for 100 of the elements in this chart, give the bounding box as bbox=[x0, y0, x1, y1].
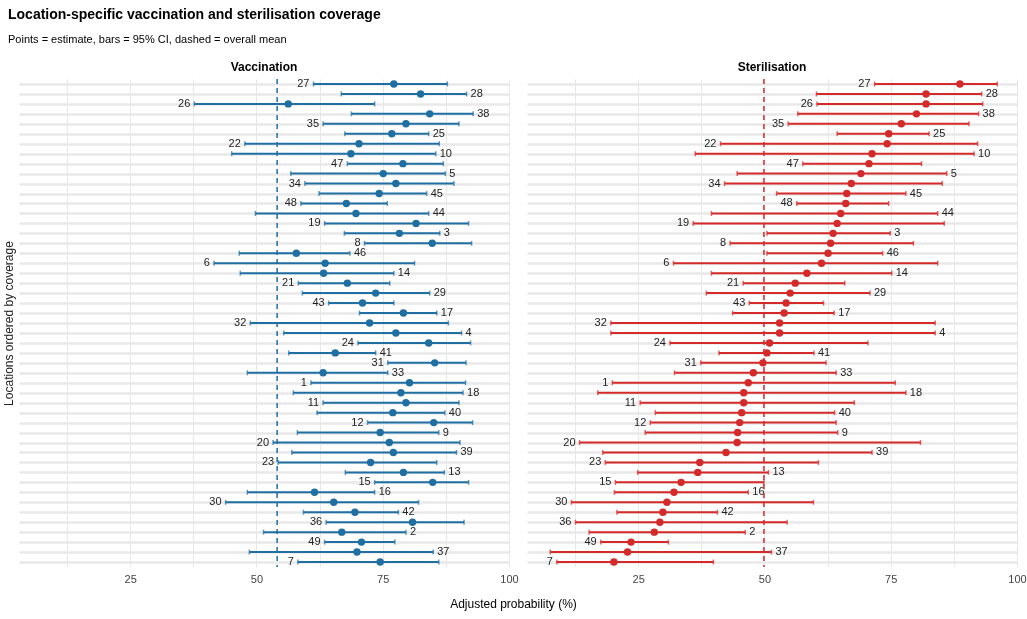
point bbox=[365, 319, 374, 327]
point bbox=[884, 130, 893, 138]
point bbox=[375, 189, 383, 198]
category-label: 14 bbox=[895, 266, 908, 279]
point bbox=[670, 488, 678, 497]
point bbox=[399, 309, 408, 317]
category-label: 31 bbox=[371, 355, 384, 368]
category-label: 38 bbox=[982, 106, 995, 119]
point bbox=[763, 349, 771, 357]
category-label: 35 bbox=[771, 116, 785, 129]
point bbox=[922, 100, 930, 108]
category-label: 28 bbox=[470, 86, 483, 99]
category-label: 15 bbox=[599, 475, 612, 488]
category-label: 11 bbox=[307, 395, 320, 408]
point bbox=[744, 379, 752, 387]
point bbox=[392, 329, 400, 337]
category-label: 42 bbox=[721, 505, 734, 518]
x-tick-label: 75 bbox=[885, 572, 898, 585]
category-label: 31 bbox=[684, 355, 697, 368]
point bbox=[733, 428, 742, 437]
point bbox=[379, 169, 387, 178]
category-label: 4 bbox=[939, 325, 946, 338]
category-label: 20 bbox=[256, 435, 270, 448]
category-label: 2 bbox=[749, 525, 756, 538]
point bbox=[431, 359, 439, 367]
point bbox=[355, 140, 363, 148]
x-tick-label: 100 bbox=[1008, 572, 1027, 585]
point bbox=[399, 159, 407, 168]
category-label: 8 bbox=[719, 236, 727, 249]
category-label: 45 bbox=[430, 186, 443, 199]
chart-title: Location-specific vaccination and sterilisation coverage bbox=[8, 6, 381, 22]
text: Sterilisation bbox=[737, 59, 807, 74]
point bbox=[733, 438, 741, 447]
category-label: 15 bbox=[358, 475, 371, 488]
category-label: 22 bbox=[228, 136, 241, 149]
point bbox=[826, 239, 835, 248]
category-label: 6 bbox=[663, 256, 670, 269]
category-label: 21 bbox=[726, 276, 740, 289]
category-label: 39 bbox=[876, 445, 889, 458]
point bbox=[696, 458, 704, 467]
point bbox=[694, 468, 702, 477]
category-label: 27 bbox=[858, 76, 871, 89]
category-label: 41 bbox=[379, 345, 392, 358]
category-label: 14 bbox=[397, 266, 411, 279]
point bbox=[399, 468, 408, 477]
point bbox=[883, 140, 891, 148]
category-label: 16 bbox=[752, 485, 765, 498]
category-label: 10 bbox=[439, 146, 452, 159]
point bbox=[824, 249, 832, 257]
point bbox=[912, 110, 921, 118]
category-label: 17 bbox=[838, 306, 851, 319]
category-label: 1 bbox=[602, 375, 609, 388]
point bbox=[330, 498, 338, 506]
text: Vaccination bbox=[230, 59, 298, 74]
category-label: 33 bbox=[840, 365, 853, 378]
category-label: 28 bbox=[985, 86, 998, 99]
category-label: 26 bbox=[178, 96, 191, 109]
category-label: 39 bbox=[460, 445, 473, 458]
point bbox=[353, 548, 361, 556]
category-label: 47 bbox=[331, 156, 344, 169]
category-label: 1 bbox=[300, 375, 307, 388]
point bbox=[405, 379, 414, 387]
point bbox=[897, 120, 906, 128]
point bbox=[408, 518, 417, 526]
category-label: 29 bbox=[433, 286, 446, 299]
point bbox=[357, 538, 366, 546]
point bbox=[922, 90, 930, 98]
point bbox=[659, 508, 667, 516]
category-label: 49 bbox=[584, 535, 597, 548]
point bbox=[865, 159, 873, 168]
category-label: 34 bbox=[288, 176, 301, 189]
category-label: 26 bbox=[800, 96, 813, 109]
category-label: 22 bbox=[704, 136, 717, 149]
point bbox=[842, 199, 850, 208]
point bbox=[843, 189, 851, 198]
point bbox=[292, 249, 301, 257]
chart-subtitle: Points = estimate, bars = 95% CI, dashed = overall mean bbox=[8, 33, 287, 45]
point bbox=[429, 478, 437, 487]
point bbox=[740, 398, 748, 407]
category-label: 41 bbox=[817, 345, 831, 358]
category-label: 46 bbox=[353, 246, 367, 259]
point bbox=[656, 518, 664, 526]
category-label: 35 bbox=[306, 116, 320, 129]
category-label: 25 bbox=[432, 126, 445, 139]
point bbox=[610, 558, 618, 566]
category-label: 37 bbox=[775, 545, 788, 558]
x-tick-label: 50 bbox=[758, 572, 772, 585]
point bbox=[868, 149, 876, 158]
category-label: 34 bbox=[708, 176, 721, 189]
x-axis-title: Adjusted probability (%) bbox=[449, 597, 578, 611]
point bbox=[786, 289, 794, 297]
point bbox=[310, 488, 319, 497]
point bbox=[366, 458, 375, 467]
category-label: 27 bbox=[297, 76, 310, 89]
x-tick-label: 25 bbox=[124, 572, 137, 585]
point bbox=[390, 80, 398, 88]
point bbox=[829, 229, 837, 238]
category-label: 20 bbox=[563, 435, 576, 448]
point bbox=[351, 508, 359, 516]
category-label: 7 bbox=[287, 555, 294, 568]
